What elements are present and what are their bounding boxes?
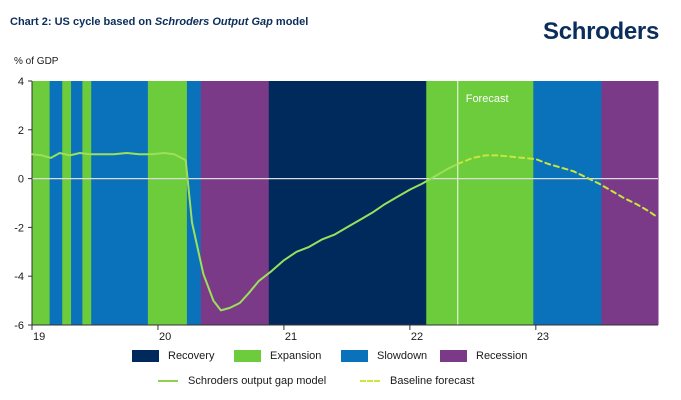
series-lines [31,152,659,312]
phase-band-slowdown [533,81,602,325]
legend-item-slowdown: Slowdown [341,350,427,362]
legend-label-baseline: Baseline forecast [390,375,475,387]
recession-swatch [440,350,467,362]
expansion-swatch [234,350,261,362]
phase-band-expansion [82,81,92,325]
legend-item-baseline: Baseline forecast [360,375,474,387]
x-tick-label: 22 [411,331,423,343]
x-tick-label: 23 [537,331,549,343]
chart-title: Chart 2: US cycle based on Schroders Out… [10,16,308,28]
phase-band-slowdown [71,81,83,325]
slowdown-swatch [341,350,368,362]
legend-label-recession: Recession [476,350,528,362]
y-tick-label: 2 [18,125,24,137]
phase-band-slowdown [49,81,63,325]
phase-band-expansion [32,81,51,325]
y-axis-label: % of GDP [14,56,59,67]
phase-band-recovery [268,81,427,325]
legend-item-expansion: Expansion [234,350,321,362]
x-tick-label: 19 [33,331,45,343]
dashed-line-swatch [360,380,380,382]
y-tick-label: 4 [18,76,24,88]
x-tick-label: 21 [285,331,297,343]
legend-label-recovery: Recovery [168,350,215,362]
baseline-forecast-line [456,154,659,219]
forecast-label: Forecast [466,93,509,105]
phase-band-slowdown [186,81,202,325]
recovery-swatch [132,350,159,362]
schroders-logo: Schroders [542,18,659,45]
phase-band-recession [601,81,659,325]
y-tick-label: -2 [14,222,24,234]
output-gap-line [31,152,459,312]
legend-item-recovery: Recovery [132,350,214,362]
phase-band-recession [200,81,270,325]
axes [28,80,658,330]
solid-line-swatch [158,380,178,382]
y-tick-label: -6 [14,320,24,332]
y-tick-label: 0 [18,174,24,186]
legend-item-output-gap: Schroders output gap model [158,375,326,387]
y-tick-label: -4 [14,271,24,283]
legend-label-slowdown: Slowdown [377,350,428,362]
phase-band-expansion [62,81,72,325]
chart-title-italic: Schroders Output Gap [154,16,273,28]
phase-band-slowdown [91,81,149,325]
legend-item-recession: Recession [440,350,527,362]
phase-band-expansion [147,81,188,325]
phase-bands [32,81,659,325]
chart-title-suffix: model [272,16,309,28]
legend-label-output-gap: Schroders output gap model [188,375,327,387]
legend-label-expansion: Expansion [270,350,322,362]
phase-band-expansion [426,81,534,325]
chart-title-prefix: Chart 2: US cycle based on [10,16,155,28]
x-tick-label: 20 [159,331,171,343]
